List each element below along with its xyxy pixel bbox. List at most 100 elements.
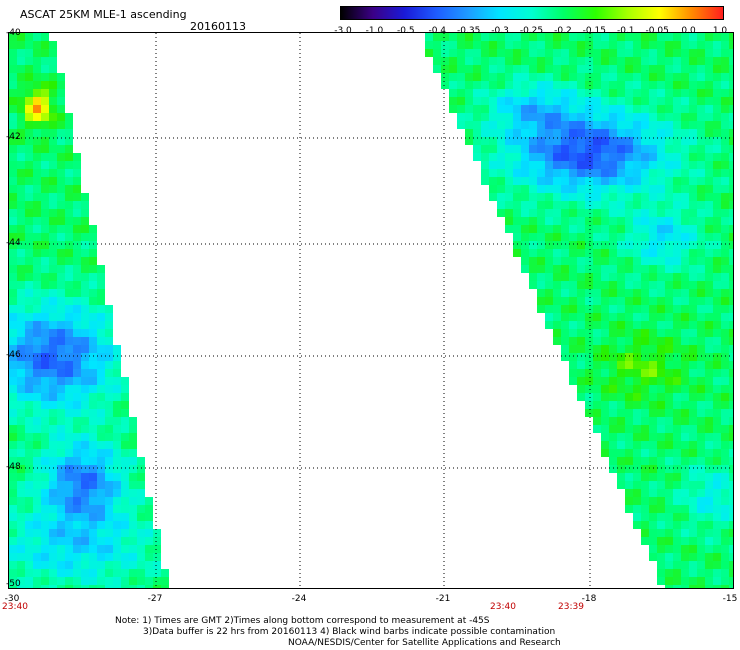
wind-cell [633, 401, 641, 409]
wind-cell [649, 513, 657, 521]
wind-cell [9, 409, 17, 417]
wind-cell [105, 369, 113, 377]
wind-cell [721, 401, 729, 409]
wind-cell [49, 49, 57, 57]
wind-cell [593, 65, 601, 73]
wind-cell [601, 153, 609, 161]
wind-cell [41, 129, 49, 137]
wind-cell [545, 65, 553, 73]
wind-cell [681, 353, 689, 361]
wind-cell [537, 89, 545, 97]
wind-cell [641, 49, 649, 57]
wind-cell [689, 201, 697, 209]
wind-cell [25, 257, 33, 265]
wind-cell [537, 41, 545, 49]
wind-cell [25, 89, 33, 97]
wind-cell [633, 449, 641, 457]
wind-cell [577, 353, 585, 361]
wind-cell [633, 521, 641, 529]
wind-cell [513, 137, 521, 145]
wind-cell [105, 457, 113, 465]
wind-cell [153, 561, 161, 569]
wind-cell [17, 457, 25, 465]
wind-cell [57, 441, 65, 449]
wind-cell [537, 249, 545, 257]
wind-cell [633, 185, 641, 193]
wind-cell [489, 33, 497, 41]
wind-cell [49, 105, 57, 113]
wind-cell [489, 65, 497, 73]
wind-cell [657, 33, 665, 41]
wind-cell [721, 521, 729, 529]
wind-cell [657, 121, 665, 129]
wind-cell [49, 257, 57, 265]
wind-cell [673, 193, 681, 201]
wind-cell [529, 121, 537, 129]
wind-cell [505, 129, 513, 137]
wind-cell [561, 81, 569, 89]
wind-cell [9, 449, 17, 457]
wind-cell [673, 449, 681, 457]
wind-cell [41, 265, 49, 273]
wind-cell [665, 585, 673, 588]
wind-cell [577, 201, 585, 209]
wind-cell [105, 577, 113, 585]
wind-cell [9, 185, 17, 193]
wind-cell [89, 329, 97, 337]
wind-cell [641, 153, 649, 161]
wind-cell [585, 89, 593, 97]
wind-cell [121, 433, 129, 441]
wind-cell [697, 73, 705, 81]
wind-cell [561, 345, 569, 353]
wind-cell [137, 465, 145, 473]
wind-cell [697, 513, 705, 521]
wind-cell [673, 425, 681, 433]
wind-cell [81, 569, 89, 577]
wind-cell [609, 321, 617, 329]
wind-cell [649, 433, 657, 441]
wind-cell [89, 377, 97, 385]
wind-cell [49, 577, 57, 585]
wind-cell [641, 449, 649, 457]
wind-cell [433, 33, 441, 41]
wind-cell [65, 129, 73, 137]
wind-cell [553, 145, 561, 153]
wind-cell [641, 385, 649, 393]
wind-cell [41, 369, 49, 377]
wind-cell [601, 241, 609, 249]
wind-cell [729, 305, 733, 313]
wind-cell [665, 393, 673, 401]
wind-cell [25, 585, 33, 588]
wind-cell [689, 185, 697, 193]
wind-cell [41, 193, 49, 201]
wind-cell [513, 169, 521, 177]
wind-cell [553, 105, 561, 113]
wind-cell [577, 313, 585, 321]
wind-cell [625, 449, 633, 457]
wind-cell [681, 281, 689, 289]
wind-cell [657, 201, 665, 209]
wind-cell [577, 177, 585, 185]
wind-cell [105, 473, 113, 481]
wind-cell [705, 353, 713, 361]
wind-cell [97, 353, 105, 361]
wind-cell [721, 345, 729, 353]
wind-cell [553, 201, 561, 209]
wind-cell [625, 233, 633, 241]
wind-cell [41, 529, 49, 537]
wind-cell [65, 145, 73, 153]
wind-cell [649, 241, 657, 249]
wind-cell [9, 569, 17, 577]
wind-cell [113, 489, 121, 497]
wind-cell [513, 57, 521, 65]
wind-cell [697, 65, 705, 73]
wind-cell [569, 41, 577, 49]
grid-lines [9, 33, 733, 588]
wind-cell [721, 465, 729, 473]
wind-cell [89, 433, 97, 441]
wind-cell [49, 153, 57, 161]
wind-cell [609, 89, 617, 97]
wind-cell [57, 145, 65, 153]
wind-cell [713, 169, 721, 177]
wind-cell [49, 321, 57, 329]
